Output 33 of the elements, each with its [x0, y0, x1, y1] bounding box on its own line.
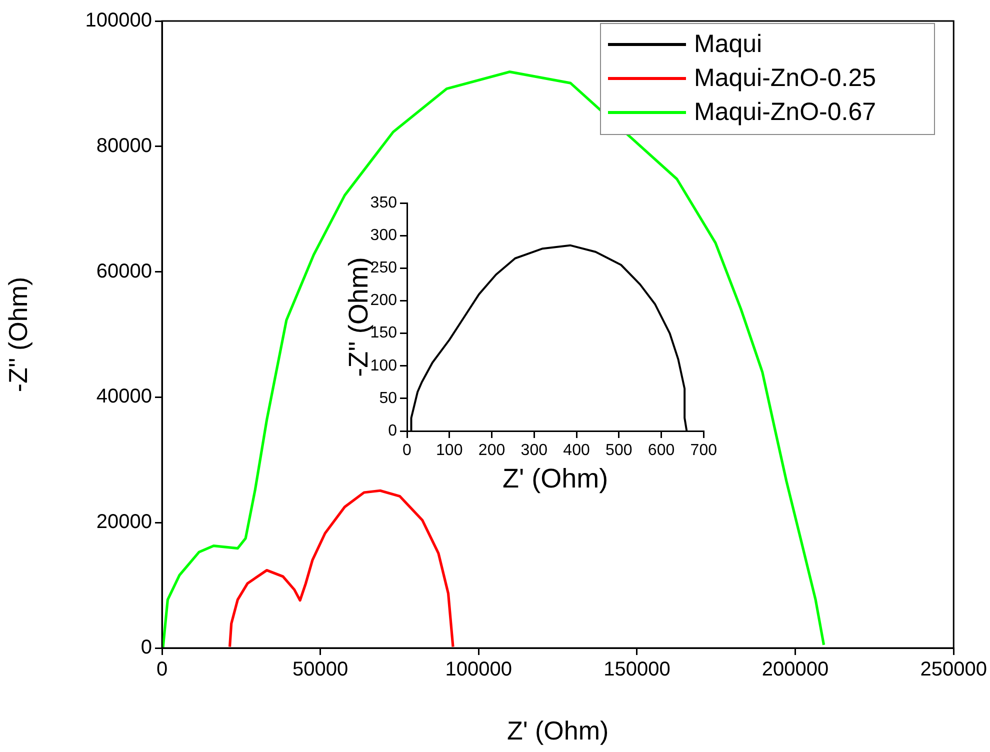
x-tick-label: 50000 [292, 658, 348, 681]
legend-label: Maqui [694, 29, 762, 60]
y-tick-label: 350 [370, 194, 398, 212]
y-tick-label: 50 [379, 390, 398, 407]
y-tick-label: 40000 [96, 386, 152, 408]
y-tick-label: 300 [370, 226, 398, 244]
x-tick-label: 300 [520, 442, 548, 460]
y-tick-label: 250 [370, 260, 398, 277]
y-tick-label: 100 [370, 357, 398, 374]
legend-label: Maqui-ZnO-0.67 [694, 97, 876, 128]
y-tick-label: 20000 [96, 511, 152, 534]
y-tick-label: 60000 [96, 260, 152, 282]
x-tick-label: 0 [156, 658, 168, 681]
x-axis-title: Z' (Ohm) [506, 716, 609, 746]
x-tick-label: 150000 [604, 658, 670, 681]
x-tick-label: 200000 [762, 658, 829, 681]
x-tick-label: 0 [402, 442, 412, 460]
y-tick-label: 200 [370, 292, 398, 310]
x-tick-label: 600 [648, 442, 675, 460]
x-axis-title: Z' (Ohm) [502, 463, 608, 494]
y-tick-label: 0 [388, 422, 398, 440]
x-tick-label: 700 [690, 442, 718, 460]
x-tick-label: 500 [606, 442, 632, 460]
x-tick-label: 100 [436, 442, 463, 460]
x-tick-label: 250000 [920, 658, 988, 681]
y-tick-label: 100000 [85, 10, 152, 32]
x-tick-label: 400 [563, 442, 590, 460]
legend-label: Maqui-ZnO-0.25 [694, 63, 876, 94]
y-tick-label: 80000 [96, 134, 152, 157]
x-tick-label: 100000 [445, 658, 512, 681]
y-tick-label: 0 [140, 636, 152, 659]
x-tick-label: 200 [478, 442, 506, 460]
y-axis-title: -Z'' (Ohm) [2, 276, 33, 392]
